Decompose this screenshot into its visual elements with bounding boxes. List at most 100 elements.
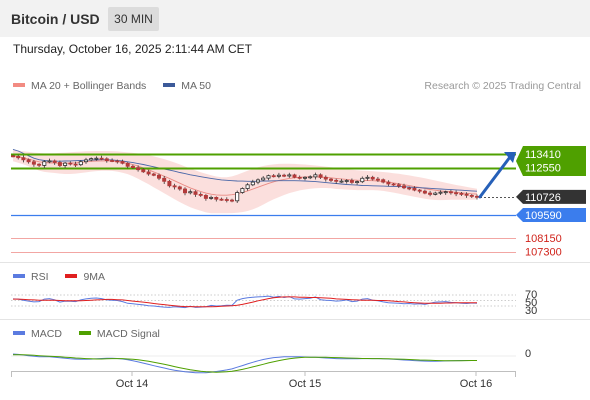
candle-body <box>188 191 193 194</box>
interval-badge[interactable]: 30 MIN <box>108 7 159 31</box>
candle <box>209 195 214 200</box>
candle <box>454 190 459 197</box>
candle-body <box>396 184 401 187</box>
candle <box>245 183 250 191</box>
candle-body <box>182 188 187 194</box>
candle <box>89 157 94 162</box>
candle-body <box>276 174 281 177</box>
candle-body <box>120 161 125 164</box>
rsi-swatch <box>13 274 25 279</box>
candle <box>240 187 245 194</box>
bollinger-bands <box>13 150 477 214</box>
candle-body <box>10 155 15 158</box>
candle <box>448 190 453 195</box>
candle-body <box>360 177 365 183</box>
legend-item-macd: MACD <box>13 328 62 340</box>
candle-body <box>37 163 42 166</box>
candle-body <box>146 171 151 175</box>
candle-body <box>422 190 427 194</box>
macd-signal-line <box>13 354 477 373</box>
candle-body <box>203 194 208 199</box>
candle <box>334 178 339 184</box>
candle <box>125 162 130 169</box>
macd-panel: 0 <box>11 348 531 374</box>
legend-item-rsi: RSI <box>13 271 49 283</box>
macd-tick-0: 0 <box>525 348 531 360</box>
candle <box>313 172 318 180</box>
candle <box>344 179 349 184</box>
candle <box>26 158 31 164</box>
candle-body <box>381 179 386 183</box>
candle <box>84 157 89 164</box>
candle-body <box>115 160 120 163</box>
candle-body <box>78 161 83 166</box>
candle-body <box>308 176 313 179</box>
target-label-4: 108150 <box>525 233 562 245</box>
candle <box>136 165 141 172</box>
candle-body <box>177 186 182 190</box>
candle <box>47 158 52 164</box>
candle-body <box>433 192 438 195</box>
legend-item-macd-signal: MACD Signal <box>78 328 160 340</box>
candle-body <box>464 193 469 196</box>
candle <box>308 175 313 180</box>
candle <box>391 183 396 186</box>
candle <box>250 179 255 187</box>
legend-label-macd: MACD <box>31 328 62 340</box>
candle-body <box>104 158 109 162</box>
candle-body <box>349 180 354 183</box>
ma20-swatch <box>13 83 25 88</box>
candlesticks <box>10 154 479 203</box>
candle-body <box>386 181 391 185</box>
candle <box>381 178 386 184</box>
candle <box>292 173 297 179</box>
candle-body <box>198 193 203 196</box>
projection-arrow-shaft <box>478 155 512 199</box>
tag-label-110726: 110726 <box>525 192 561 204</box>
candle <box>99 155 104 161</box>
candle <box>73 161 78 167</box>
candle <box>318 173 323 179</box>
ma20-line <box>12 155 478 196</box>
candle <box>235 190 240 203</box>
candle <box>141 168 146 173</box>
candle <box>339 178 344 183</box>
candle <box>94 156 99 161</box>
candle <box>31 159 36 167</box>
candle-body <box>63 162 68 166</box>
rsi-tick-70: 70 <box>525 289 537 301</box>
candle-body <box>31 161 36 165</box>
candle <box>146 169 151 176</box>
candle <box>68 161 73 166</box>
candle <box>219 197 224 201</box>
candle <box>177 185 182 191</box>
candle-body <box>323 176 328 180</box>
candle-body <box>375 178 380 181</box>
candle-body <box>110 160 115 162</box>
candle <box>167 179 172 188</box>
candle-body <box>57 162 62 166</box>
rsi-legend: RSI 9MA <box>13 271 119 283</box>
candle-body <box>16 155 21 159</box>
candle-body <box>42 161 47 166</box>
candle-body <box>26 159 31 163</box>
credit-text: Research © 2025 Trading Central <box>424 80 581 92</box>
candle-body <box>219 198 224 201</box>
rsi-ma-line <box>13 296 477 308</box>
candle-body <box>438 191 443 194</box>
resistance-tag-bg <box>516 146 586 176</box>
candle-body <box>370 176 375 180</box>
candle-body <box>428 192 433 195</box>
candle-body <box>214 196 219 200</box>
projection-arrow-head <box>504 152 516 163</box>
candle-body <box>47 160 52 163</box>
candle <box>469 194 474 198</box>
candle <box>120 159 125 165</box>
candle-body <box>167 180 172 187</box>
tag-bg <box>516 208 586 222</box>
candle <box>255 178 260 185</box>
candle-body <box>474 195 479 198</box>
candle <box>349 178 354 184</box>
candle <box>52 159 57 165</box>
